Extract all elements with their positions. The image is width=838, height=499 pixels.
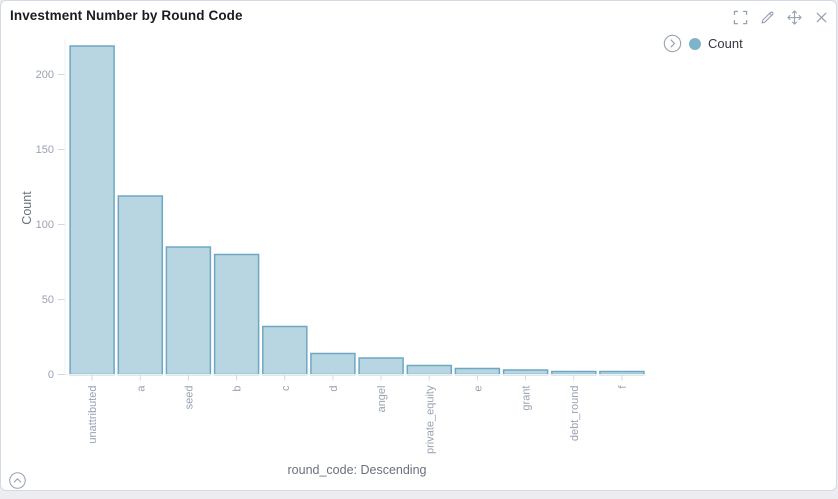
x-category-label: unattributed xyxy=(87,386,99,444)
x-category-label: a xyxy=(135,385,147,392)
x-category-label: d xyxy=(328,386,340,392)
chevron-up-icon xyxy=(13,478,22,483)
bar-c[interactable] xyxy=(262,325,308,376)
bar-private_equity[interactable] xyxy=(406,364,453,376)
chevron-right-icon xyxy=(670,39,676,48)
collapse-panel-button[interactable] xyxy=(9,472,26,489)
move-icon[interactable] xyxy=(787,10,802,25)
y-tick-label: 150 xyxy=(36,144,54,156)
legend-item-label[interactable]: Count xyxy=(708,36,743,51)
bar-d[interactable] xyxy=(310,352,356,376)
y-tick-label: 0 xyxy=(48,369,54,381)
bar-grant[interactable] xyxy=(502,369,549,376)
x-category-label: angel xyxy=(376,386,388,413)
edit-pencil-icon[interactable] xyxy=(760,10,775,25)
y-tick-label: 50 xyxy=(42,294,54,306)
bar-a[interactable] xyxy=(117,195,164,376)
x-category-label: grant xyxy=(521,386,533,411)
close-icon[interactable] xyxy=(814,10,829,25)
fullscreen-icon[interactable] xyxy=(733,10,748,25)
bar-e[interactable] xyxy=(454,367,501,376)
panel-toolbar xyxy=(733,10,829,25)
x-category-label: seed xyxy=(183,386,195,410)
bar-angel[interactable] xyxy=(358,357,404,376)
legend: Count xyxy=(663,34,743,53)
x-axis-title: round_code: Descending xyxy=(288,463,427,477)
bar-b[interactable] xyxy=(213,253,260,376)
y-tick-label: 100 xyxy=(36,219,54,231)
y-tick-label: 200 xyxy=(36,69,54,81)
x-category-label: debt_round xyxy=(569,386,581,442)
panel-title: Investment Number by Round Code xyxy=(10,8,243,23)
legend-expand-button[interactable] xyxy=(663,34,682,53)
bar-seed[interactable] xyxy=(165,246,212,376)
x-category-label: f xyxy=(617,385,629,389)
x-category-label: private_equity xyxy=(424,385,436,454)
x-category-label: c xyxy=(280,385,292,391)
x-category-label: e xyxy=(472,386,484,392)
bar-unattributed[interactable] xyxy=(69,45,115,376)
x-category-label: b xyxy=(232,386,244,392)
y-axis-title: Count xyxy=(20,191,34,225)
legend-swatch xyxy=(689,37,701,50)
